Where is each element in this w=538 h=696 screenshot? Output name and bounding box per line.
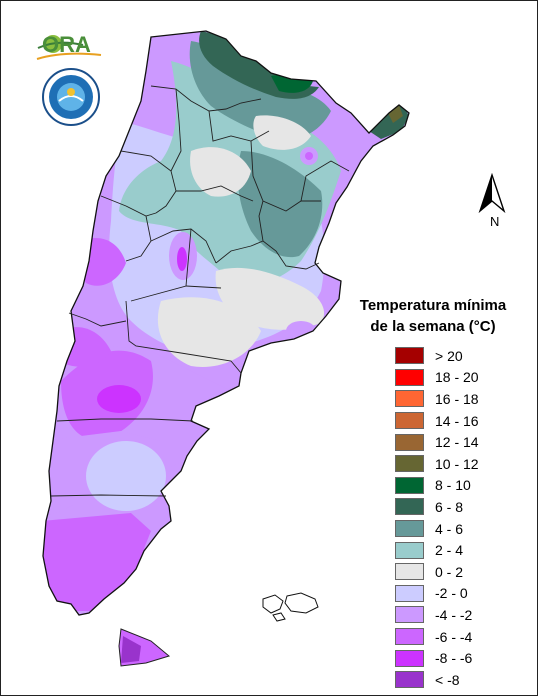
legend-item: 8 - 10 xyxy=(395,475,533,497)
legend-swatch xyxy=(395,628,424,646)
legend-label: -8 - -6 xyxy=(435,650,473,667)
legend-swatch xyxy=(395,455,424,473)
legend-title-line2: de la semana (°C) xyxy=(370,318,496,335)
legend-label: 18 - 20 xyxy=(435,369,479,386)
legend-title-line1: Temperatura mínima xyxy=(359,297,507,314)
north-label: N xyxy=(490,214,500,229)
legend-item: 18 - 20 xyxy=(395,367,533,389)
legend-label: 8 - 10 xyxy=(435,477,471,494)
legend-title: Temperatura mínima de la semana (°C) xyxy=(343,295,523,337)
legend-item: 2 - 4 xyxy=(395,539,533,561)
legend-item: -4 - -2 xyxy=(395,604,533,626)
ora-logo: ORA xyxy=(36,32,102,60)
legend-swatch xyxy=(395,606,424,624)
legend-item: 0 - 2 xyxy=(395,561,533,583)
legend-item: 10 - 12 xyxy=(395,453,533,475)
legend-item: -6 - -4 xyxy=(395,626,533,648)
legend-label: 12 - 14 xyxy=(435,434,479,451)
legend-item: 16 - 18 xyxy=(395,388,533,410)
legend-swatch xyxy=(395,390,424,408)
legend-item: -8 - -6 xyxy=(395,647,533,669)
legend-item: 4 - 6 xyxy=(395,518,533,540)
legend-label: < -8 xyxy=(435,671,460,688)
legend-item: 6 - 8 xyxy=(395,496,533,518)
legend-swatch xyxy=(395,649,424,667)
province-boundaries xyxy=(50,85,350,497)
legend-label: 10 - 12 xyxy=(435,455,479,472)
north-arrow-icon xyxy=(478,173,506,214)
legend-label: -4 - -2 xyxy=(435,606,473,623)
legend-item: > 20 xyxy=(395,345,533,367)
legend-swatch xyxy=(395,347,424,365)
legend-swatch xyxy=(395,412,424,430)
argentina-outline xyxy=(42,30,410,616)
legend-label: 4 - 6 xyxy=(435,520,464,537)
legend-swatch xyxy=(395,541,424,559)
legend-swatch xyxy=(395,498,424,516)
smn-logo xyxy=(42,68,100,126)
malvinas-islands xyxy=(262,592,319,622)
legend-swatch xyxy=(395,584,424,602)
legend-label: > 20 xyxy=(435,347,463,364)
legend: Temperatura mínima de la semana (°C) > 2… xyxy=(343,295,533,691)
legend-label: -6 - -4 xyxy=(435,628,473,645)
legend-swatch xyxy=(395,433,424,451)
legend-swatch xyxy=(395,368,424,386)
legend-item: 14 - 16 xyxy=(395,410,533,432)
legend-swatch xyxy=(395,476,424,494)
legend-label: 14 - 16 xyxy=(435,412,479,429)
legend-swatch xyxy=(395,563,424,581)
legend-label: 0 - 2 xyxy=(435,563,464,580)
tierra-del-fuego xyxy=(118,628,171,667)
legend-label: 2 - 4 xyxy=(435,542,464,559)
legend-label: -2 - 0 xyxy=(435,585,468,602)
legend-items: > 20 18 - 20 16 - 18 14 - 16 12 - 14 10 - 12 8… xyxy=(395,345,533,691)
legend-item: -2 - 0 xyxy=(395,583,533,605)
legend-label: 6 - 8 xyxy=(435,498,464,515)
legend-swatch xyxy=(395,520,424,538)
legend-item: 12 - 14 xyxy=(395,431,533,453)
legend-swatch xyxy=(395,671,424,689)
legend-label: 16 - 18 xyxy=(435,390,479,407)
legend-item: < -8 xyxy=(395,669,533,691)
